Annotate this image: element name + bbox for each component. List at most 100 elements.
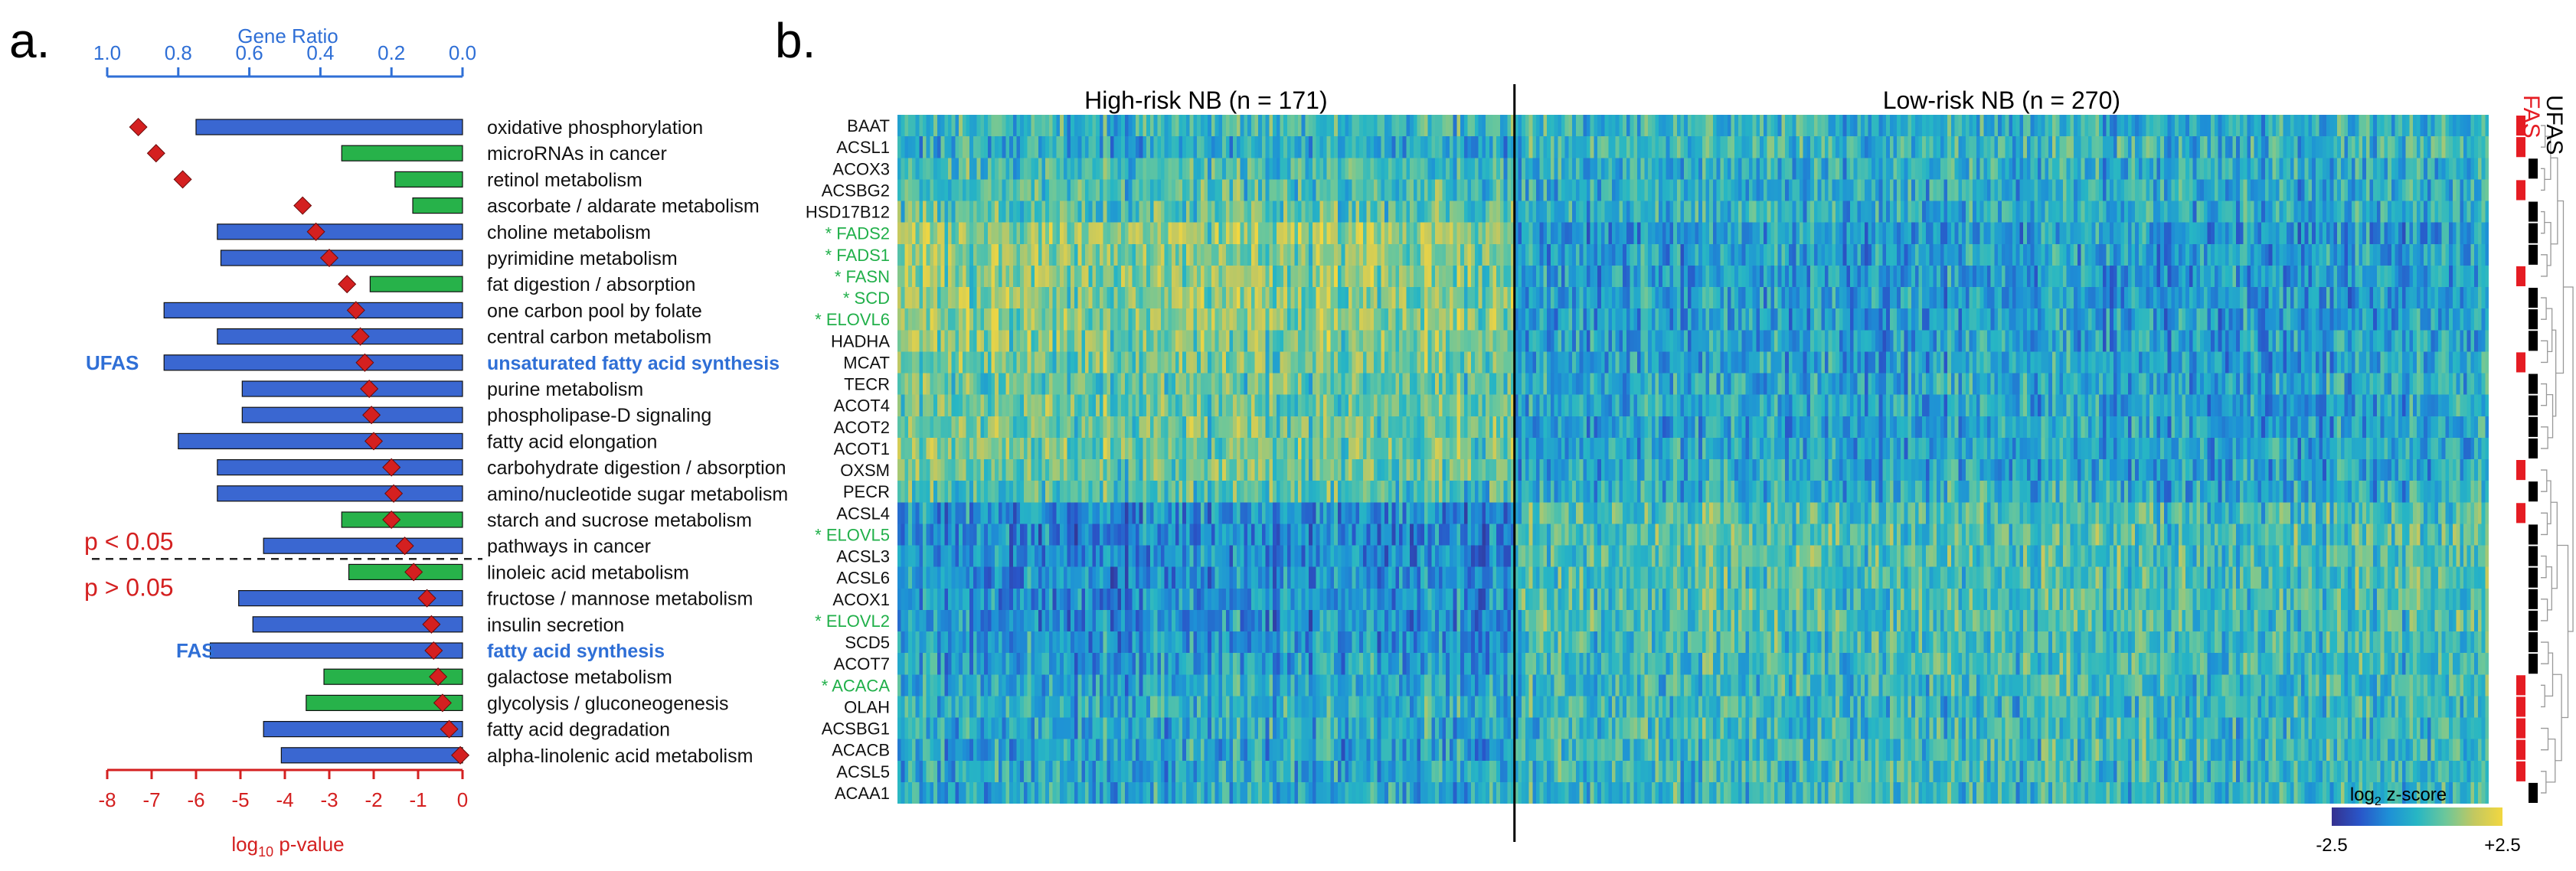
gene-ratio-bar	[163, 302, 463, 318]
gene-ratio-bar	[341, 511, 463, 528]
p-value-marker	[293, 196, 312, 215]
p-value-marker	[319, 248, 339, 268]
gene-label: ACOT2	[834, 418, 890, 437]
fas-class-cell	[2516, 180, 2525, 201]
pathway-enrichment-chart: Gene Ratio 1.0 0.8 0.6 0.4 0.2 0.0 oxidative …	[84, 24, 788, 860]
gene-label: ACSL6	[836, 569, 890, 588]
bottom-axis-tick-label: -5	[231, 788, 249, 811]
pathway-label: central carbon metabolism	[487, 327, 711, 348]
gene-ratio-bar	[280, 747, 463, 764]
gene-label: ACOX3	[832, 159, 890, 178]
gene-ratio-bar	[217, 223, 463, 240]
fas-class-cell	[2516, 503, 2525, 524]
gene-label: HADHA	[831, 331, 890, 351]
gene-ratio-bar	[263, 720, 463, 738]
p-value-marker	[417, 589, 436, 608]
gene-label: HSD17B12	[806, 203, 890, 222]
gene-ratio-bar	[163, 354, 463, 371]
pathway-label: purine metabolism	[487, 379, 643, 400]
gene-ratio-bar	[263, 537, 463, 554]
gene-label: ACSBG1	[822, 719, 890, 739]
colorbar-min: -2.5	[2316, 835, 2347, 856]
threshold-below-label: p > 0.05	[84, 573, 174, 601]
gene-label: ACSL5	[836, 762, 890, 781]
ufas-class-cell	[2529, 481, 2538, 502]
p-value-marker	[384, 484, 404, 503]
pathway-label: glycolysis / gluconeogenesis	[487, 693, 728, 714]
ufas-class-cell	[2529, 654, 2538, 674]
ufas-class-cell	[2529, 374, 2538, 394]
gene-label: ACSL1	[836, 138, 890, 157]
ufas-class-cell	[2529, 438, 2538, 458]
pathway-label: one carbon pool by folate	[487, 300, 702, 321]
gene-label: * ELOVL6	[815, 310, 890, 329]
gene-ratio-bar	[178, 432, 463, 450]
fas-class-cell	[2516, 352, 2525, 373]
ufas-class-cell	[2529, 524, 2538, 545]
fas-class-label: FAS	[2519, 95, 2544, 139]
pathway-label: fatty acid degradation	[487, 719, 670, 741]
pathway-label: amino/nucleotide sugar metabolism	[487, 484, 788, 505]
fas-class-cell	[2516, 675, 2525, 696]
bottom-axis-tick-label: -2	[364, 788, 382, 811]
gene-label: * SCD	[843, 289, 890, 308]
p-value-marker	[364, 432, 384, 451]
bottom-axis-tick-label: -8	[98, 788, 116, 811]
p-value-marker	[338, 275, 357, 294]
pathway-label: unsaturated fatty acid synthesis	[487, 353, 780, 374]
high-risk-group-title: High-risk NB (n = 171)	[1084, 86, 1327, 114]
pathway-label: fatty acid elongation	[487, 431, 657, 452]
gene-ratio-bar	[252, 616, 463, 633]
p-value-marker	[429, 667, 448, 687]
top-axis-tick-label: 0.4	[306, 41, 334, 64]
ufas-class-cell	[2529, 567, 2538, 588]
pathway-label: insulin secretion	[487, 615, 624, 636]
gene-ratio-bar	[241, 380, 463, 397]
ufas-class-cell	[2529, 201, 2538, 222]
pathway-label: retinol metabolism	[487, 169, 642, 191]
p-value-marker	[146, 144, 165, 163]
cluster-dendrogram	[2541, 125, 2574, 794]
gene-label: MCAT	[843, 353, 890, 372]
ufas-class-cell	[2529, 416, 2538, 437]
gene-label: TECR	[844, 375, 890, 394]
gene-label: OLAH	[844, 697, 890, 716]
top-axis-tick-label: 0.8	[165, 41, 192, 64]
panel-b-label: b.	[775, 13, 816, 68]
bottom-axis-tick-label: 0	[457, 788, 468, 811]
fas-class-cell	[2516, 739, 2525, 760]
p-value-marker	[129, 117, 148, 137]
ufas-class-cell	[2529, 331, 2538, 351]
gene-label: * ELOVL2	[815, 612, 890, 631]
pathway-label: oxidative phosphorylation	[487, 117, 703, 139]
fas-class-cell	[2516, 266, 2525, 286]
gene-label: ACOT1	[834, 439, 890, 458]
fas-class-cell	[2516, 761, 2525, 781]
p-value-marker	[362, 406, 381, 425]
p-value-marker	[306, 222, 325, 241]
top-axis-tick-label: 0.0	[449, 41, 476, 64]
top-axis-tick-label: 0.2	[378, 41, 405, 64]
p-value-marker	[351, 327, 370, 346]
pathway-label: fatty acid synthesis	[487, 641, 665, 662]
pathway-label: carbohydrate digestion / absorption	[487, 458, 786, 479]
fas-class-cell	[2516, 460, 2525, 481]
gene-label: ACOT4	[834, 396, 890, 416]
pathway-label: galactose metabolism	[487, 667, 672, 688]
gene-label: * FADS2	[825, 224, 890, 243]
bottom-axis-tick-label: -6	[187, 788, 204, 811]
gene-label: PECR	[843, 482, 890, 501]
gene-label: SCD5	[845, 633, 890, 652]
p-value-marker	[395, 537, 414, 556]
gene-ratio-bar	[217, 458, 463, 476]
ufas-class-label: UFAS	[2542, 95, 2567, 155]
pathway-label: starch and sucrose metabolism	[487, 510, 752, 531]
p-value-marker	[422, 615, 441, 634]
ufas-class-cell	[2529, 158, 2538, 179]
pathway-label: phospholipase-D signaling	[487, 405, 711, 426]
pathway-label: alpha-linolenic acid metabolism	[487, 745, 753, 767]
pathway-label: linoleic acid metabolism	[487, 562, 689, 583]
p-value-marker	[173, 170, 192, 189]
ufas-class-cell	[2529, 546, 2538, 566]
